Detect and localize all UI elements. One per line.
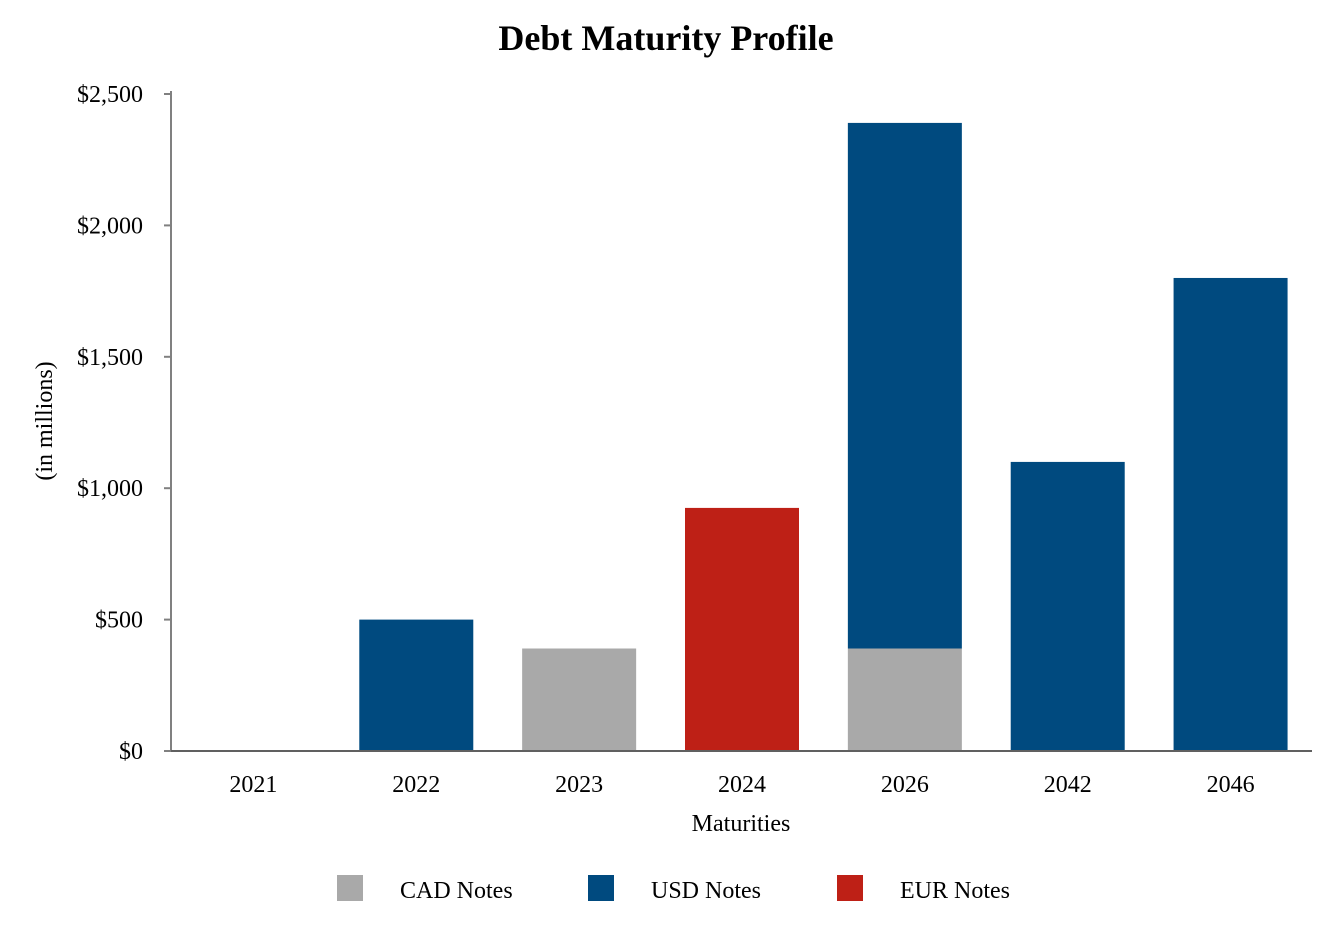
legend-label-cad-notes: CAD Notes: [400, 878, 513, 904]
x-axis-ticks: 2021 2022 2023 2024 2026 2042 2046: [229, 772, 1254, 798]
bar-cad-notes-2023: [522, 648, 637, 751]
legend-swatch-eur-notes: [837, 875, 863, 901]
bar-usd-notes-2042: [1010, 461, 1125, 751]
bar-usd-notes-2022: [359, 619, 474, 751]
x-tick-label: 2042: [1044, 772, 1092, 798]
bar-usd-notes-2046: [1173, 277, 1288, 751]
legend-label-eur-notes: EUR Notes: [900, 878, 1010, 904]
x-tick-label: 2022: [392, 772, 440, 798]
y-tick-label: $500: [95, 608, 143, 634]
x-tick-label: 2026: [881, 772, 929, 798]
y-axis-ticks: $0 $500 $1,000 $1,500 $2,000 $2,500: [77, 82, 171, 765]
y-tick-label: $1,000: [77, 476, 143, 502]
y-tick-label: $0: [119, 739, 143, 765]
y-axis-title: (in millions): [32, 361, 58, 480]
chart-title: Debt Maturity Profile: [498, 18, 833, 58]
bar-cad-notes-2026: [847, 648, 962, 751]
x-tick-label: 2046: [1207, 772, 1255, 798]
bar-eur-notes-2024: [685, 507, 799, 751]
x-tick-label: 2024: [718, 772, 766, 798]
x-tick-label: 2023: [555, 772, 603, 798]
legend-swatch-cad-notes: [337, 875, 363, 901]
legend-label-usd-notes: USD Notes: [651, 878, 761, 904]
y-tick-label: $2,500: [77, 82, 143, 108]
legend: CAD Notes USD Notes EUR Notes: [337, 875, 1010, 904]
legend-swatch-usd-notes: [588, 875, 614, 901]
bars-group: [359, 122, 1288, 751]
x-tick-label: 2021: [229, 772, 277, 798]
x-axis-title: Maturities: [692, 811, 791, 837]
y-tick-label: $1,500: [77, 345, 143, 371]
y-tick-label: $2,000: [77, 213, 143, 239]
bar-usd-notes-2026: [847, 122, 962, 649]
